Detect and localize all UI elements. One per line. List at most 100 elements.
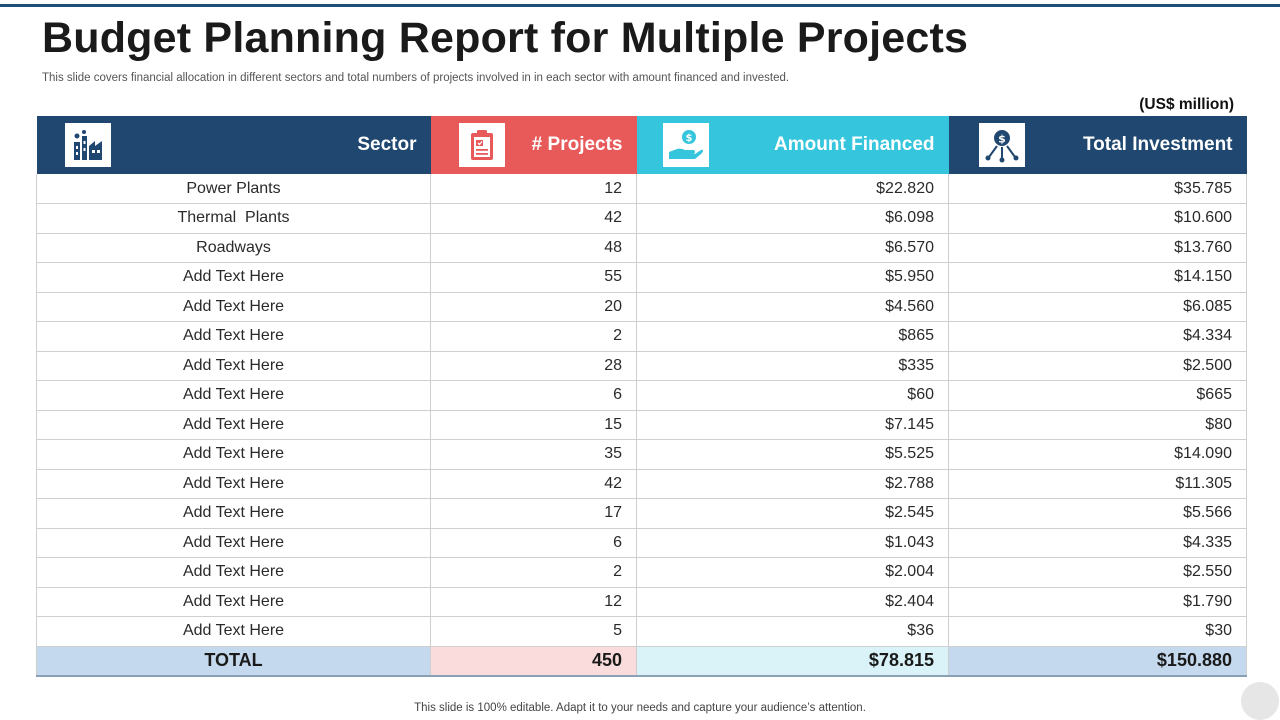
cell-financed: $6.570 xyxy=(636,233,949,263)
total-investment: $150.880 xyxy=(948,646,1247,677)
table-row: Add Text Here 20 $4.560 $6.085 xyxy=(36,292,1247,322)
total-sector-label: TOTAL xyxy=(36,646,431,677)
top-rule xyxy=(0,4,1280,7)
cell-investment: $2.550 xyxy=(948,557,1247,588)
cell-investment: $2.500 xyxy=(948,351,1247,381)
header-financed: $ Amount Financed xyxy=(636,116,949,174)
cell-investment: $665 xyxy=(948,380,1247,411)
table-row: Add Text Here 35 $5.525 $14.090 xyxy=(36,439,1247,470)
table-row: Add Text Here 6 $1.043 $4.335 xyxy=(36,528,1247,558)
cell-financed: $2.545 xyxy=(636,498,949,529)
cell-financed: $2.004 xyxy=(636,557,949,588)
page-title: Budget Planning Report for Multiple Proj… xyxy=(42,14,969,62)
cell-sector: Add Text Here xyxy=(36,262,431,293)
cell-financed: $865 xyxy=(636,321,949,352)
cell-projects: 17 xyxy=(430,498,637,529)
cell-financed: $335 xyxy=(636,351,949,381)
cell-financed: $5.950 xyxy=(636,262,949,293)
cell-investment: $10.600 xyxy=(948,203,1247,234)
cell-projects: 12 xyxy=(430,174,637,204)
cell-projects: 55 xyxy=(430,262,637,293)
cell-projects: 42 xyxy=(430,203,637,234)
cell-financed: $5.525 xyxy=(636,439,949,470)
cell-sector: Add Text Here xyxy=(36,469,431,499)
svg-text:$: $ xyxy=(685,133,692,144)
total-financed: $78.815 xyxy=(636,646,949,677)
cell-projects: 15 xyxy=(430,410,637,440)
header-sector-label: Sector xyxy=(357,134,417,155)
cell-investment: $14.090 xyxy=(948,439,1247,470)
table-header-row: Sector # Projects xyxy=(36,116,1247,174)
cell-financed: $6.098 xyxy=(636,203,949,234)
cell-sector: Add Text Here xyxy=(36,616,431,647)
budget-table: Sector # Projects xyxy=(36,116,1247,677)
cell-sector: Add Text Here xyxy=(36,587,431,617)
total-row: TOTAL 450 $78.815 $150.880 xyxy=(36,646,1247,677)
table-row: Add Text Here 6 $60 $665 xyxy=(36,380,1247,411)
cell-projects: 20 xyxy=(430,292,637,322)
cell-projects: 5 xyxy=(430,616,637,647)
table-row: Power Plants 12 $22.820 $35.785 xyxy=(36,174,1247,204)
factory-icon xyxy=(64,123,111,167)
cell-investment: $30 xyxy=(948,616,1247,647)
table-row: Add Text Here 42 $2.788 $11.305 xyxy=(36,469,1247,499)
cell-sector: Add Text Here xyxy=(36,439,431,470)
cell-investment: $4.335 xyxy=(948,528,1247,558)
cell-financed: $1.043 xyxy=(636,528,949,558)
cell-financed: $22.820 xyxy=(636,174,949,204)
cell-investment: $11.305 xyxy=(948,469,1247,499)
cell-financed: $36 xyxy=(636,616,949,647)
cell-investment: $35.785 xyxy=(948,174,1247,204)
cell-sector: Power Plants xyxy=(36,174,431,204)
cell-projects: 6 xyxy=(430,380,637,411)
cell-sector: Add Text Here xyxy=(36,498,431,529)
header-projects-label: # Projects xyxy=(531,134,623,155)
cell-sector: Add Text Here xyxy=(36,410,431,440)
dollar-network-icon: $ xyxy=(978,123,1025,167)
page-subtitle: This slide covers financial allocation i… xyxy=(42,72,790,84)
cell-financed: $4.560 xyxy=(636,292,949,322)
cell-sector: Add Text Here xyxy=(36,351,431,381)
cell-projects: 42 xyxy=(430,469,637,499)
cell-investment: $1.790 xyxy=(948,587,1247,617)
cell-investment: $6.085 xyxy=(948,292,1247,322)
total-projects: 450 xyxy=(430,646,637,677)
cell-projects: 28 xyxy=(430,351,637,381)
hand-coin-icon: $ xyxy=(662,123,709,167)
cell-projects: 12 xyxy=(430,587,637,617)
cell-projects: 2 xyxy=(430,557,637,588)
table-row: Add Text Here 28 $335 $2.500 xyxy=(36,351,1247,381)
table-row: Add Text Here 17 $2.545 $5.566 xyxy=(36,498,1247,529)
header-sector: Sector xyxy=(36,116,431,174)
cell-projects: 2 xyxy=(430,321,637,352)
cell-investment: $13.760 xyxy=(948,233,1247,263)
header-investment-label: Total Investment xyxy=(1082,134,1233,155)
cell-projects: 6 xyxy=(430,528,637,558)
table-row: Roadways 48 $6.570 $13.760 xyxy=(36,233,1247,263)
cell-sector: Roadways xyxy=(36,233,431,263)
cell-investment: $14.150 xyxy=(948,262,1247,293)
cell-sector: Add Text Here xyxy=(36,321,431,352)
table-row: Thermal Plants 42 $6.098 $10.600 xyxy=(36,203,1247,234)
slide-nav-button[interactable] xyxy=(1241,682,1279,720)
header-financed-label: Amount Financed xyxy=(774,134,935,155)
cell-projects: 35 xyxy=(430,439,637,470)
cell-financed: $7.145 xyxy=(636,410,949,440)
cell-sector: Add Text Here xyxy=(36,528,431,558)
table-row: Add Text Here 5 $36 $30 xyxy=(36,616,1247,647)
cell-financed: $2.788 xyxy=(636,469,949,499)
cell-financed: $2.404 xyxy=(636,587,949,617)
clipboard-icon xyxy=(458,123,505,167)
cell-investment: $80 xyxy=(948,410,1247,440)
table-row: Add Text Here 12 $2.404 $1.790 xyxy=(36,587,1247,617)
cell-financed: $60 xyxy=(636,380,949,411)
cell-sector: Add Text Here xyxy=(36,380,431,411)
table-row: Add Text Here 2 $865 $4.334 xyxy=(36,321,1247,352)
cell-sector: Thermal Plants xyxy=(36,203,431,234)
svg-text:$: $ xyxy=(998,133,1006,146)
cell-investment: $5.566 xyxy=(948,498,1247,529)
table-row: Add Text Here 55 $5.950 $14.150 xyxy=(36,262,1247,293)
header-investment: $ Total Investment xyxy=(948,116,1247,174)
table-row: Add Text Here 15 $7.145 $80 xyxy=(36,410,1247,440)
cell-sector: Add Text Here xyxy=(36,557,431,588)
